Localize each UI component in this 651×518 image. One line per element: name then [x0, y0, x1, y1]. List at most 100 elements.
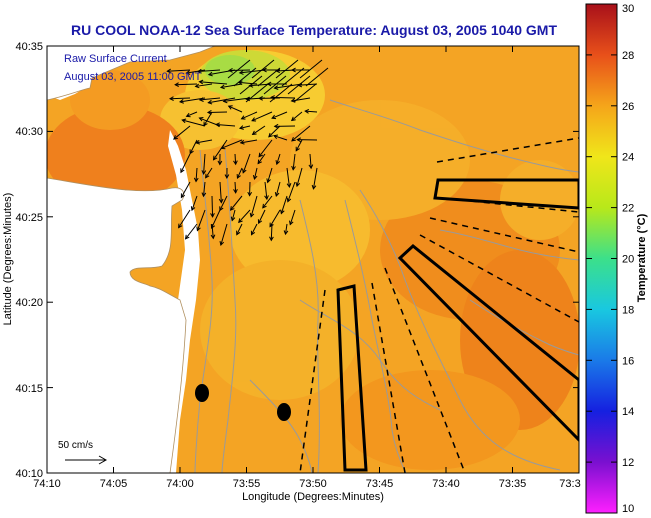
current-vector-head: [264, 195, 269, 201]
current-vector-head: [238, 125, 244, 130]
tick-marks: [46, 45, 580, 474]
current-vector: [239, 125, 251, 129]
sector-lines: [299, 137, 579, 473]
current-vector-head: [251, 130, 257, 136]
current-vector: [245, 83, 269, 103]
current-vector-head: [273, 85, 279, 90]
current-vector: [179, 97, 206, 103]
current-vector: [299, 59, 323, 79]
x-tick-label: 73:3: [559, 478, 580, 490]
bathymetry-contours: [194, 99, 579, 473]
y-tick-label: 40:10: [15, 468, 43, 480]
current-vector-head: [198, 79, 204, 85]
current-vector-head: [238, 70, 244, 75]
y-tick-labels: 40:35 40:30 40:25 40:20 40:15 40:10: [15, 41, 43, 480]
current-vector-head: [219, 240, 225, 247]
current-vector: [241, 111, 258, 120]
current-vector: [167, 69, 191, 72]
colorbar-tick-label: 30: [622, 3, 634, 15]
x-tick-label: 73:50: [299, 478, 327, 490]
current-vector: [296, 167, 303, 187]
current-vector-head: [236, 174, 241, 180]
current-vector: [186, 69, 206, 74]
current-vector-head: [233, 188, 238, 194]
colorbar-tick-label: 26: [622, 101, 634, 113]
current-vector: [234, 181, 237, 193]
current-vector-head: [198, 97, 204, 102]
current-vector: [236, 167, 243, 179]
current-vector: [253, 167, 258, 180]
current-vector: [291, 125, 311, 142]
y-tick-label: 40:15: [15, 383, 43, 395]
current-vector: [269, 209, 281, 227]
current-vector-head: [220, 144, 226, 150]
current-vector-head: [201, 170, 207, 175]
current-vector: [250, 195, 258, 217]
current-vector-head: [224, 174, 230, 180]
current-vector-head: [283, 230, 289, 236]
current-vector-head: [195, 139, 201, 145]
current-vector-head: [238, 218, 243, 224]
current-vector: [251, 223, 258, 235]
current-vector: [219, 195, 228, 211]
current-vector-head: [286, 197, 292, 203]
current-vector: [213, 139, 228, 160]
current-vector: [231, 209, 236, 221]
current-vector: [239, 75, 263, 95]
current-vector: [287, 75, 311, 95]
current-vector-head: [286, 183, 292, 188]
current-vector: [195, 83, 213, 87]
current-vector: [293, 83, 317, 103]
current-vector: [227, 59, 251, 79]
current-vector: [199, 97, 221, 101]
current-vector: [269, 83, 293, 103]
current-vector-head: [311, 184, 317, 190]
current-vector: [203, 153, 206, 174]
current-vector: [291, 97, 311, 102]
transect-boxes: [336, 178, 579, 472]
current-vector: [264, 181, 268, 200]
current-vector-head: [291, 67, 296, 73]
current-vector-head: [210, 224, 216, 230]
current-vector-head: [296, 137, 302, 143]
current-vector: [196, 209, 206, 231]
current-vector-head: [250, 230, 256, 236]
current-vector: [258, 139, 273, 158]
colorbar-tick-label: 12: [622, 457, 634, 469]
transect-box-southeast: [397, 244, 579, 443]
current-vector: [208, 97, 236, 104]
current-vector: [236, 223, 243, 235]
current-vector: [270, 223, 273, 241]
current-vector: [228, 105, 243, 113]
current-vector: [305, 67, 329, 87]
legend-line-2: August 03, 2005 11:00 GMT: [64, 71, 202, 83]
current-vector-head: [222, 98, 228, 104]
current-vector-head: [198, 117, 204, 122]
colorbar-tick-label: 24: [622, 152, 634, 164]
current-vector-head: [218, 198, 224, 204]
station-marker-2: [277, 403, 291, 421]
current-vector-head: [185, 112, 191, 118]
current-vector: [251, 59, 275, 79]
current-vector-head: [258, 95, 263, 101]
current-vector-head: [196, 226, 201, 232]
current-vector-head: [205, 173, 210, 179]
current-vector-head: [217, 160, 223, 166]
current-vector-head: [257, 159, 262, 165]
current-vector: [238, 209, 251, 223]
current-vector-head: [169, 96, 174, 101]
current-vector-head: [290, 116, 296, 122]
current-vector-head: [273, 123, 279, 129]
current-vector-head: [291, 136, 296, 142]
current-vector-head: [194, 83, 200, 89]
current-vector-head: [269, 236, 274, 242]
current-vector: [220, 223, 228, 246]
current-vector: [189, 139, 198, 154]
current-vector: [202, 181, 206, 197]
x-tick-label: 74:10: [33, 478, 61, 490]
current-vector-head: [262, 203, 267, 209]
current-vector: [175, 83, 198, 86]
current-vector: [262, 195, 273, 209]
current-vector-head: [239, 139, 245, 145]
current-vector: [305, 110, 318, 113]
